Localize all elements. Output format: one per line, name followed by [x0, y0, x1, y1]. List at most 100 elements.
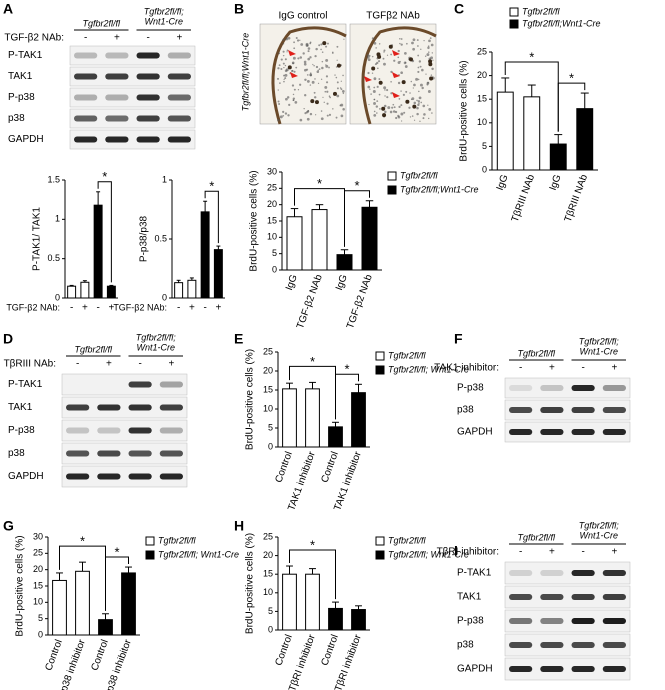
y-tick-label: 20 — [263, 365, 273, 375]
cell — [303, 107, 305, 110]
cell — [404, 61, 407, 64]
cell — [309, 56, 312, 59]
band — [167, 115, 191, 122]
cell — [393, 106, 396, 109]
band — [571, 666, 595, 672]
lane-label: - — [146, 33, 149, 44]
cell — [302, 52, 305, 55]
y-tick-label: 10 — [477, 117, 487, 127]
blot-strip — [504, 561, 631, 585]
legend-swatch — [145, 536, 155, 546]
cell — [425, 73, 427, 75]
cell — [318, 68, 321, 71]
cell — [332, 108, 334, 110]
band — [571, 429, 595, 435]
y-tick-label: 0 — [38, 629, 43, 639]
bar — [282, 573, 297, 631]
cell — [390, 92, 393, 95]
treatment-label: TβRIII NAb: — [4, 359, 56, 370]
cell — [416, 112, 419, 116]
significance-bracket — [335, 373, 359, 420]
tissue-edge — [361, 26, 437, 125]
cell — [372, 90, 376, 93]
cell — [374, 38, 376, 41]
cell — [284, 64, 287, 67]
cell — [340, 88, 343, 91]
cell — [299, 83, 302, 86]
cell — [303, 62, 307, 66]
bar — [174, 282, 184, 299]
cell — [299, 56, 303, 59]
cell — [324, 85, 328, 89]
significance-label: * — [310, 354, 315, 369]
cell — [331, 52, 334, 54]
band — [167, 52, 191, 59]
legend-swatch — [509, 7, 519, 17]
bar — [361, 206, 378, 271]
cell — [339, 87, 342, 89]
bar — [496, 91, 514, 171]
cell — [431, 112, 433, 114]
band — [602, 407, 626, 413]
band — [167, 73, 191, 80]
cell — [293, 41, 296, 44]
cell — [328, 113, 332, 116]
blot-strip — [69, 129, 196, 150]
band — [167, 94, 191, 101]
brdu-cell — [429, 76, 434, 81]
group-label: Tgfbr2fl/fl — [82, 18, 121, 28]
cell — [369, 88, 371, 90]
arrow — [392, 50, 400, 56]
y-tick-label: 0 — [268, 441, 273, 451]
cell — [394, 110, 398, 114]
bar — [282, 388, 297, 448]
cell — [329, 96, 332, 99]
cell — [282, 62, 285, 65]
x-tick-label: IgG — [334, 273, 350, 292]
cell — [342, 92, 345, 95]
brdu-cell — [412, 104, 417, 109]
band — [540, 642, 564, 648]
blot-row-label: GAPDH — [457, 427, 493, 438]
cell — [418, 96, 422, 100]
cell — [383, 49, 386, 52]
x-tick-label: Control — [43, 638, 64, 672]
band — [66, 450, 90, 457]
cell — [314, 78, 316, 80]
cell — [383, 104, 387, 108]
cell — [292, 97, 296, 100]
blot-row-label: P-p38 — [457, 616, 484, 627]
cell — [315, 65, 319, 69]
x-tick-label: + — [189, 303, 195, 314]
cell — [419, 65, 422, 68]
band — [602, 666, 626, 672]
cell — [419, 83, 423, 87]
cell — [285, 97, 288, 101]
cell — [320, 110, 323, 112]
group-label: Wnt1-Cre — [579, 346, 618, 356]
band — [571, 618, 595, 624]
cell — [399, 42, 401, 45]
legend-swatch — [387, 171, 397, 181]
bar — [93, 204, 103, 299]
cell — [292, 70, 294, 72]
band — [136, 52, 160, 59]
bar — [523, 96, 541, 171]
cell — [418, 102, 420, 105]
cell — [342, 74, 344, 77]
blot-strip — [504, 421, 631, 443]
y-tick-label: 25 — [477, 46, 487, 56]
group-label: Wnt1-Cre — [579, 530, 618, 540]
brdu-cell — [378, 80, 383, 85]
cell — [285, 68, 289, 72]
bar — [549, 143, 567, 171]
cell — [322, 96, 324, 99]
group-label: Tgfbr2fl/fl; — [579, 520, 620, 530]
side-label: Tgfbr2fl/fl;Wnt1-Cre — [240, 33, 250, 112]
cell — [307, 57, 310, 61]
cell — [295, 66, 298, 69]
band — [571, 385, 595, 391]
blot-row-label: P-TAK1 — [8, 379, 43, 390]
cell — [288, 103, 291, 106]
cell — [413, 83, 416, 87]
